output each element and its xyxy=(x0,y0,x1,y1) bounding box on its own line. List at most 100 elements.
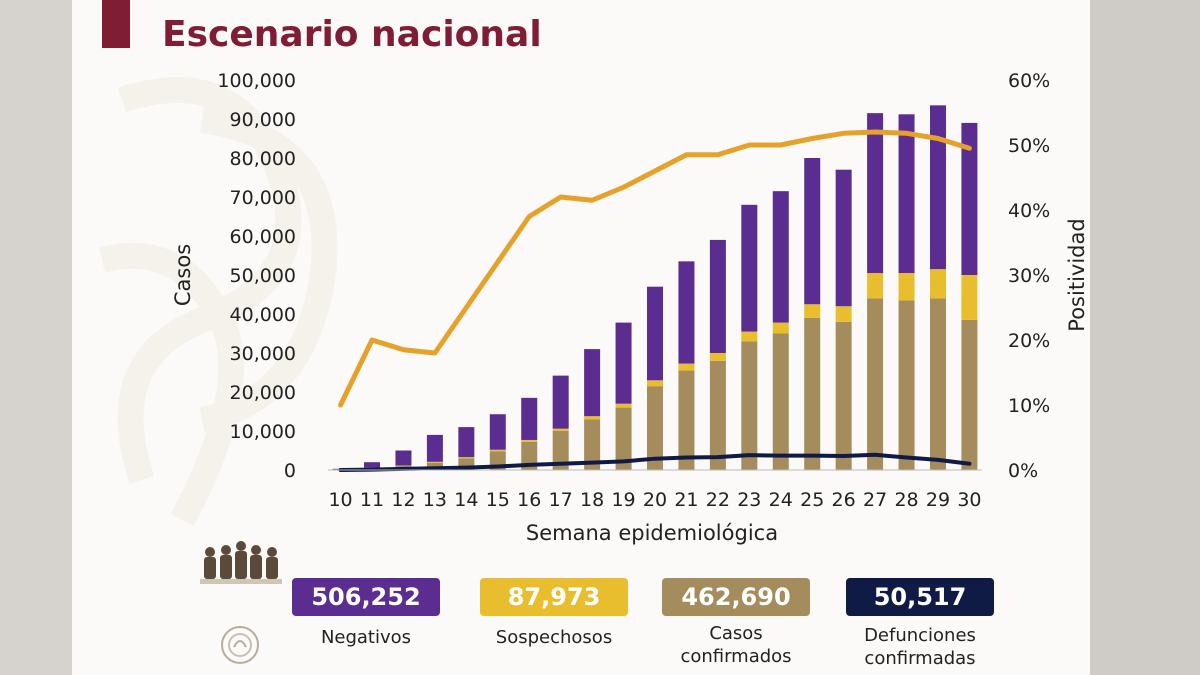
bar-casos-confirmados xyxy=(929,298,946,470)
y-tick-label: 80,000 xyxy=(230,148,296,170)
bar-negativos xyxy=(584,349,601,417)
y-tick-label: 30,000 xyxy=(230,343,296,365)
heroes-logo-icon xyxy=(200,541,282,584)
bar-negativos xyxy=(489,414,506,450)
bar-sospechosos xyxy=(426,461,443,463)
y-tick-label: 20,000 xyxy=(230,382,296,404)
bar-casos-confirmados xyxy=(772,333,789,470)
bar-negativos xyxy=(772,191,789,323)
y-axis-label: Casos xyxy=(171,244,195,306)
bar-sospechosos xyxy=(741,331,758,342)
bar-casos-confirmados xyxy=(741,341,758,470)
right-backdrop xyxy=(1090,0,1200,675)
y-tick-label: 50,000 xyxy=(230,265,296,287)
y2-tick-label: 30% xyxy=(1008,265,1050,287)
bar-negativos xyxy=(458,427,475,458)
bars xyxy=(332,105,978,470)
x-tick-label: 10 xyxy=(328,489,352,511)
defunciones-value-badge: 50,517 xyxy=(846,578,994,616)
x-tick-label: 18 xyxy=(580,489,604,511)
x-tick-label: 19 xyxy=(611,489,635,511)
sospechosos-label: Sospechosos xyxy=(495,627,613,648)
y-tick-label: 10,000 xyxy=(230,421,296,443)
y-tick-label: 0 xyxy=(284,460,296,482)
bar-sospechosos xyxy=(929,269,946,299)
bar-sospechosos xyxy=(961,275,978,320)
y2-tick-label: 50% xyxy=(1008,135,1050,157)
bar-negativos xyxy=(364,462,381,468)
bar-sospechosos xyxy=(552,428,569,431)
bar-sospechosos xyxy=(615,403,632,408)
bar-sospechosos xyxy=(709,353,726,361)
negativos-label: Negativos xyxy=(320,627,412,648)
bar-casos-confirmados xyxy=(898,300,915,470)
x-tick-label: 11 xyxy=(360,489,384,511)
title-accent-bar xyxy=(102,0,130,48)
line-positividad xyxy=(338,129,972,408)
y2-axis-label: Positividad xyxy=(1065,218,1089,331)
x-tick-label: 29 xyxy=(926,489,950,511)
page-title: Escenario nacional xyxy=(162,14,542,55)
bar-negativos xyxy=(678,261,695,364)
bar-casos-confirmados xyxy=(709,360,726,470)
x-tick-label: 24 xyxy=(769,489,793,511)
bar-negativos xyxy=(898,114,915,274)
x-axis-ticks: 10 11 12 13 14 15 16 17 18 19 20 21 22 23 24 25 26 27 28 29… xyxy=(328,489,981,511)
bar-casos-confirmados xyxy=(615,407,632,470)
bar-negativos xyxy=(867,113,884,274)
stacked-bar-chart: 0 10,000 20,000 30,000 40,000 50,000 60,000 70,… xyxy=(171,70,1089,545)
bar-casos-confirmados xyxy=(647,386,663,470)
y2-axis-ticks: 0% 10% 20% 30% 40% 50% 60% xyxy=(1008,70,1050,482)
x-tick-label: 25 xyxy=(800,489,824,511)
seal-icon xyxy=(221,626,259,664)
x-tick-label: 22 xyxy=(706,489,730,511)
x-tick-label: 27 xyxy=(863,489,887,511)
x-tick-label: 23 xyxy=(737,489,761,511)
bar-sospechosos xyxy=(395,465,412,467)
y-tick-label: 100,000 xyxy=(217,70,296,92)
bar-negativos xyxy=(961,122,978,276)
y-tick-label: 60,000 xyxy=(230,226,296,248)
bar-negativos xyxy=(426,434,443,462)
bar-sospechosos xyxy=(898,273,915,301)
x-tick-label: 21 xyxy=(674,489,698,511)
y-axis-ticks: 0 10,000 20,000 30,000 40,000 50,000 60,000 70,… xyxy=(217,70,296,482)
bar-casos-confirmados xyxy=(961,319,978,470)
watermark-pattern xyxy=(98,77,338,527)
confirmados-label: Casos confirmados xyxy=(680,623,792,667)
x-tick-label: 15 xyxy=(486,489,510,511)
y2-tick-label: 60% xyxy=(1008,70,1050,92)
negativos-value-badge: 506,252 xyxy=(292,578,440,616)
sospechosos-value-badge: 87,973 xyxy=(480,578,628,616)
y2-tick-label: 40% xyxy=(1008,200,1050,222)
y2-tick-label: 10% xyxy=(1008,395,1050,417)
y-tick-label: 90,000 xyxy=(230,109,296,131)
bar-sospechosos xyxy=(521,439,538,442)
y-tick-label: 70,000 xyxy=(230,187,296,209)
bar-casos-confirmados xyxy=(584,419,601,470)
bar-casos-confirmados xyxy=(458,458,475,470)
bar-negativos xyxy=(741,204,758,332)
confirmados-value-badge: 462,690 xyxy=(662,578,810,616)
bar-sospechosos xyxy=(804,304,821,318)
x-tick-label: 28 xyxy=(894,489,918,511)
bar-negativos xyxy=(709,239,726,353)
line-defunciones-confirmadas xyxy=(338,452,972,472)
bar-negativos xyxy=(835,169,852,307)
lines xyxy=(338,129,972,472)
bar-sospechosos xyxy=(458,457,475,459)
bar-negativos xyxy=(647,286,663,381)
bar-sospechosos xyxy=(772,322,789,334)
bar-sospechosos xyxy=(678,363,695,371)
bar-sospechosos xyxy=(835,306,852,322)
left-backdrop xyxy=(0,0,72,675)
bar-negativos xyxy=(552,375,569,429)
x-tick-label: 30 xyxy=(957,489,981,511)
bar-negativos xyxy=(395,450,412,466)
x-tick-label: 17 xyxy=(549,489,573,511)
y-tick-label: 40,000 xyxy=(230,304,296,326)
x-tick-label: 14 xyxy=(454,489,478,511)
bar-casos-confirmados xyxy=(552,431,569,470)
x-tick-label: 16 xyxy=(517,489,541,511)
x-axis-label: Semana epidemiológica xyxy=(526,521,778,545)
